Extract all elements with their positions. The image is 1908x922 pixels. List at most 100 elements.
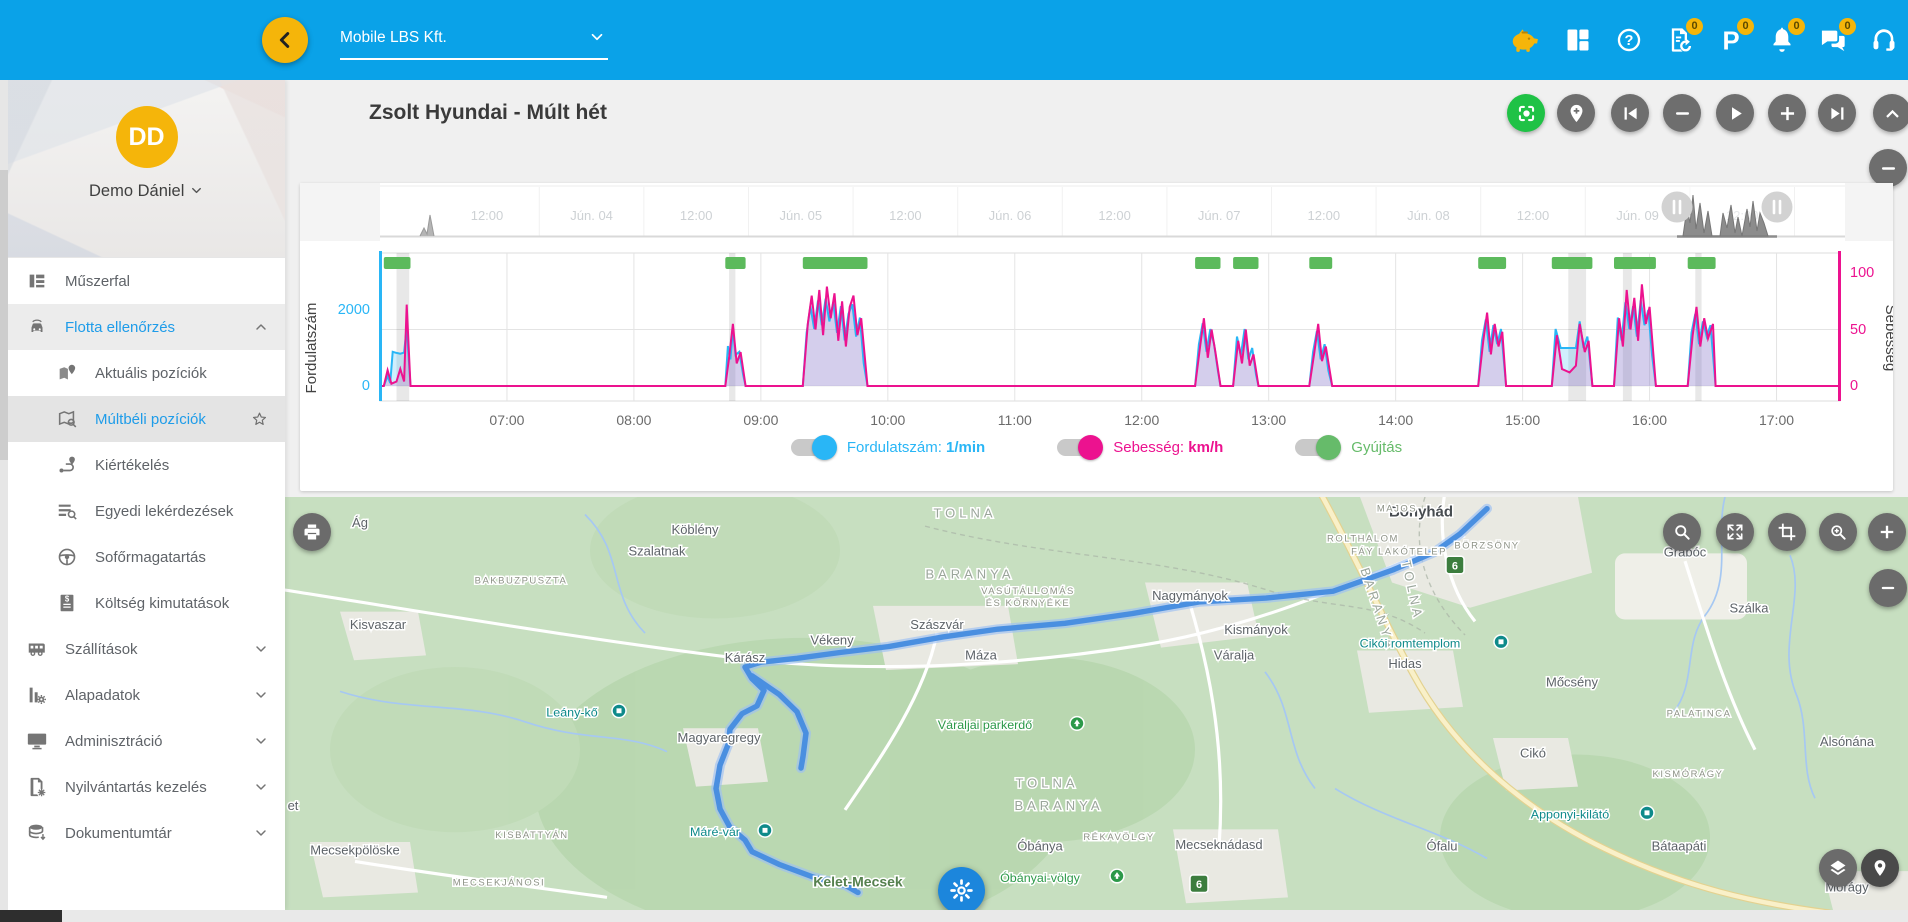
help-button[interactable]: ? bbox=[1615, 26, 1643, 54]
map-search-button[interactable] bbox=[1663, 513, 1701, 551]
map-label: ROLTHALOM bbox=[1327, 534, 1399, 544]
user-profile[interactable]: DD Demo Dániel bbox=[8, 80, 285, 258]
headset-icon bbox=[1873, 29, 1895, 51]
layers-icon bbox=[1830, 860, 1846, 875]
legend-label: Fordulatszám: 1/min bbox=[846, 439, 986, 456]
sidebar-item-label: Alapadatok bbox=[65, 686, 141, 704]
focus-vehicle-button[interactable] bbox=[1507, 94, 1545, 132]
add-location-icon bbox=[1570, 104, 1582, 122]
toggle-track[interactable] bbox=[1295, 435, 1342, 460]
skip-to-start-button[interactable] bbox=[1611, 94, 1649, 132]
steering-wheel-icon bbox=[58, 548, 76, 566]
legend-label: Gyújtás bbox=[1351, 439, 1403, 456]
sidebar-item-alapadatok[interactable]: Alapadatok bbox=[8, 672, 285, 718]
speed-toggle[interactable]: Sebesség: km/h bbox=[1057, 435, 1224, 460]
map-layers-button[interactable] bbox=[1819, 849, 1857, 887]
help-icon: ? bbox=[1617, 28, 1641, 52]
collapse-chart-button[interactable] bbox=[1873, 94, 1908, 132]
apps-grid-button[interactable] bbox=[1564, 26, 1592, 54]
database-icon bbox=[28, 824, 46, 841]
sidebar-item-nyilvantartas-kezeles[interactable]: Nyilvántartás kezelés bbox=[8, 764, 285, 810]
collapse-sidebar-button[interactable] bbox=[262, 17, 308, 63]
print-button[interactable] bbox=[293, 513, 331, 551]
x-axis-tick: 09:00 bbox=[743, 412, 778, 428]
map-label: Kismányok bbox=[1224, 622, 1288, 637]
sidebar-item-aktualis-poziciok[interactable]: Aktuális pozíciók bbox=[8, 350, 285, 396]
sidebar-item-adminisztracio[interactable]: Adminisztráció bbox=[8, 718, 285, 764]
timeline-overview[interactable]: 12:00 Jún. 04 12:00 Jún. 05 12:00 Jún. 06 12:0… bbox=[300, 183, 1893, 241]
play-button[interactable] bbox=[1716, 94, 1754, 132]
zoom-in-chart-button[interactable] bbox=[1768, 94, 1806, 132]
horizontal-scrollbar[interactable] bbox=[0, 910, 1908, 922]
map-poi[interactable]: Óbányai-völgy bbox=[999, 868, 1125, 886]
notification-badge: 0 bbox=[1686, 18, 1703, 35]
telemetry-chart[interactable]: 07:00 08:00 09:00 10:00 11:00 12:00 13:00 14:00… bbox=[300, 243, 1893, 437]
star-icon bbox=[252, 412, 267, 425]
map-poi[interactable]: Apponyi-kilátó bbox=[1529, 805, 1655, 823]
svg-text:Máré-vár: Máré-vár bbox=[690, 825, 740, 839]
sidebar-item-egyedi-lekerdezesek[interactable]: Egyedi lekérdezések bbox=[8, 488, 285, 534]
chevron-down-icon bbox=[256, 738, 266, 744]
sidebar-scrollbar[interactable] bbox=[0, 80, 8, 910]
map-canvas[interactable]: Ág Köblény Szalatnak Kisvaszar Vékeny Szászvá… bbox=[285, 497, 1908, 910]
map-marker-icon bbox=[59, 364, 76, 380]
sidebar-item-label: Műszerfal bbox=[65, 272, 131, 290]
map-crop-button[interactable] bbox=[1768, 513, 1806, 551]
toggle-track[interactable] bbox=[1057, 435, 1104, 460]
sidebar-item-kiertekeles[interactable]: Kiértékelés bbox=[8, 442, 285, 488]
svg-text:6: 6 bbox=[1452, 561, 1458, 573]
svg-text:6: 6 bbox=[1196, 879, 1202, 891]
map-label: Kárász bbox=[725, 650, 765, 665]
sidebar-item-koltseg-kimutatasok[interactable]: $ Költség kimutatások bbox=[8, 580, 285, 626]
zoom-out-chart-button[interactable] bbox=[1663, 94, 1701, 132]
notification-badge: 0 bbox=[1839, 18, 1856, 35]
map[interactable]: Ág Köblény Szalatnak Kisvaszar Vékeny Szászvá… bbox=[285, 497, 1908, 910]
chat-button[interactable]: 0 bbox=[1819, 18, 1856, 54]
document-refresh-button[interactable]: 0 bbox=[1666, 18, 1703, 54]
map-streetview-button[interactable] bbox=[1861, 849, 1899, 887]
map-settings-button[interactable] bbox=[938, 867, 985, 910]
sidebar-item-label: Kiértékelés bbox=[95, 456, 170, 474]
sidebar-item-dokumentumtar[interactable]: Dokumentumtár bbox=[8, 810, 285, 856]
sidebar-item-szallitasok[interactable]: Szállítások bbox=[8, 626, 285, 672]
headset-button[interactable] bbox=[1870, 26, 1898, 54]
skip-end-icon bbox=[1830, 106, 1843, 120]
company-selector[interactable]: Mobile LBS Kft. bbox=[340, 18, 608, 62]
x-axis-tick: 10:00 bbox=[870, 412, 905, 428]
map-zoom-area-button[interactable] bbox=[1819, 513, 1857, 551]
sidebar-item-sofurmagatartas[interactable]: Sofőrmagatartás bbox=[8, 534, 285, 580]
scrollbar-thumb[interactable] bbox=[0, 910, 62, 922]
user-name[interactable]: Demo Dániel bbox=[8, 182, 285, 201]
legend-label: Sebesség: km/h bbox=[1113, 439, 1224, 456]
overview-label: 12:00 bbox=[1517, 208, 1550, 223]
map-zoom-in-button[interactable] bbox=[1868, 513, 1906, 551]
map-poi[interactable]: Máré-vár bbox=[689, 822, 773, 841]
map-poi[interactable]: Váraljai parkerdő bbox=[936, 715, 1085, 734]
sidebar-item-flotta-ellenorzes[interactable]: Flotta ellenőrzés bbox=[8, 304, 285, 350]
overview-handle-right[interactable] bbox=[1761, 191, 1793, 223]
piggy-bank-button[interactable] bbox=[1509, 24, 1541, 56]
stop-band bbox=[1568, 253, 1587, 401]
map-label: Magyaregregy bbox=[678, 730, 762, 745]
add-position-button[interactable] bbox=[1557, 94, 1595, 132]
x-axis-tick: 16:00 bbox=[1632, 412, 1667, 428]
chevron-down-icon bbox=[256, 692, 266, 698]
skip-to-end-button[interactable] bbox=[1818, 94, 1856, 132]
chevron-down-icon bbox=[256, 784, 266, 790]
map-label: Ág bbox=[352, 515, 368, 530]
map-fullscreen-button[interactable] bbox=[1716, 513, 1754, 551]
sidebar-item-muszerfal[interactable]: Műszerfal bbox=[8, 258, 285, 304]
toggle-track[interactable] bbox=[790, 435, 837, 460]
bell-button[interactable]: 0 bbox=[1768, 18, 1805, 54]
topbar-icon-group: ? 0 P 0 0 0 bbox=[1509, 0, 1898, 80]
sidebar-item-multbeli-poziciok[interactable]: Múltbéli pozíciók bbox=[8, 396, 285, 442]
chart-height-minus-button[interactable] bbox=[1869, 149, 1907, 187]
map-poi[interactable]: Cikói romtemplom bbox=[1358, 634, 1509, 652]
map-poi[interactable]: Leány-kő bbox=[545, 703, 627, 721]
ignition-toggle[interactable]: Gyújtás bbox=[1295, 435, 1403, 460]
map-zoom-out-button[interactable] bbox=[1869, 569, 1907, 607]
rpm-toggle[interactable]: Fordulatszám: 1/min bbox=[790, 435, 986, 460]
overview-handle-left[interactable] bbox=[1661, 191, 1693, 223]
map-label: Köblény bbox=[672, 522, 720, 537]
